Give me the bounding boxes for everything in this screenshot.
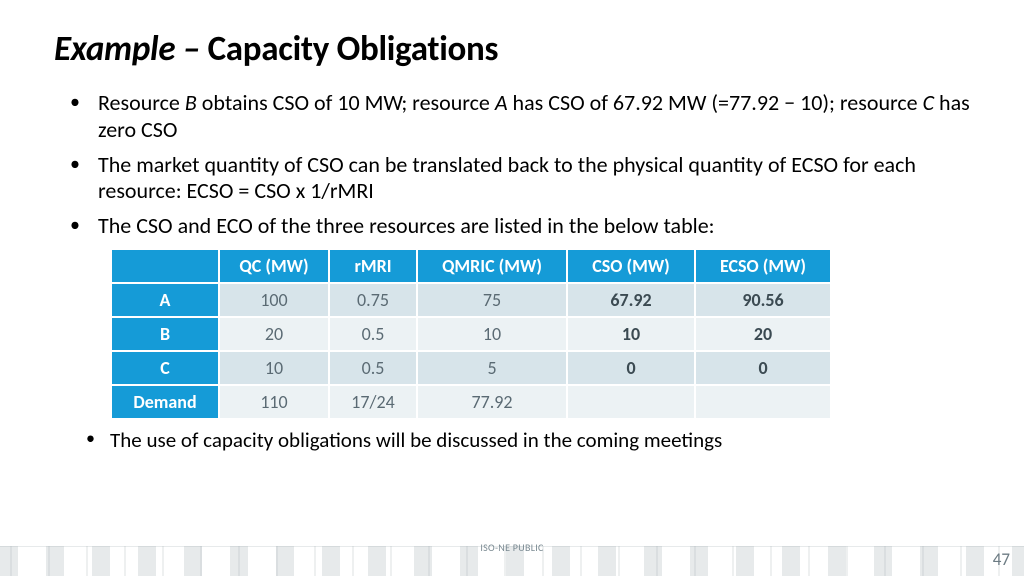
title-emphasis: Example – bbox=[54, 28, 200, 70]
footer-label: ISO-NE PUBLIC bbox=[480, 541, 543, 554]
capacity-table-wrap: QC (MW) rMRI QMRIC (MW) CSO (MW) ECSO (M… bbox=[110, 248, 970, 420]
title-rest: Capacity Obligations bbox=[200, 28, 498, 70]
bullet-3: The CSO and ECO of the three resources a… bbox=[54, 213, 970, 240]
slide-footer: ISO-NE PUBLIC 47 bbox=[0, 542, 1024, 576]
col-ecso: ECSO (MW) bbox=[695, 249, 831, 283]
table-body: A 100 0.75 75 67.92 90.56 B 20 0.5 10 10… bbox=[111, 283, 831, 419]
col-qc: QC (MW) bbox=[219, 249, 329, 283]
bullet-list: Resource B obtains CSO of 10 MW; resourc… bbox=[54, 90, 970, 240]
table-header-row: QC (MW) rMRI QMRIC (MW) CSO (MW) ECSO (M… bbox=[111, 249, 831, 283]
page-number: 47 bbox=[993, 549, 1010, 570]
bullet-2: The market quantity of CSO can be transl… bbox=[54, 152, 970, 206]
table-row: C 10 0.5 5 0 0 bbox=[111, 351, 831, 385]
col-rmri: rMRI bbox=[329, 249, 417, 283]
col-qmric: QMRIC (MW) bbox=[417, 249, 567, 283]
sub-bullet-1: The use of capacity obligations will be … bbox=[54, 428, 970, 453]
slide-title: Example – Capacity Obligations bbox=[54, 28, 970, 70]
col-blank bbox=[111, 249, 219, 283]
slide: Example – Capacity Obligations Resource … bbox=[0, 0, 1024, 576]
table-row: Demand 110 17/24 77.92 bbox=[111, 385, 831, 419]
table-row: B 20 0.5 10 10 20 bbox=[111, 317, 831, 351]
capacity-table: QC (MW) rMRI QMRIC (MW) CSO (MW) ECSO (M… bbox=[110, 248, 832, 420]
sub-bullet-list: The use of capacity obligations will be … bbox=[54, 428, 970, 453]
table-row: A 100 0.75 75 67.92 90.56 bbox=[111, 283, 831, 317]
col-cso: CSO (MW) bbox=[567, 249, 695, 283]
bullet-1: Resource B obtains CSO of 10 MW; resourc… bbox=[54, 90, 970, 144]
